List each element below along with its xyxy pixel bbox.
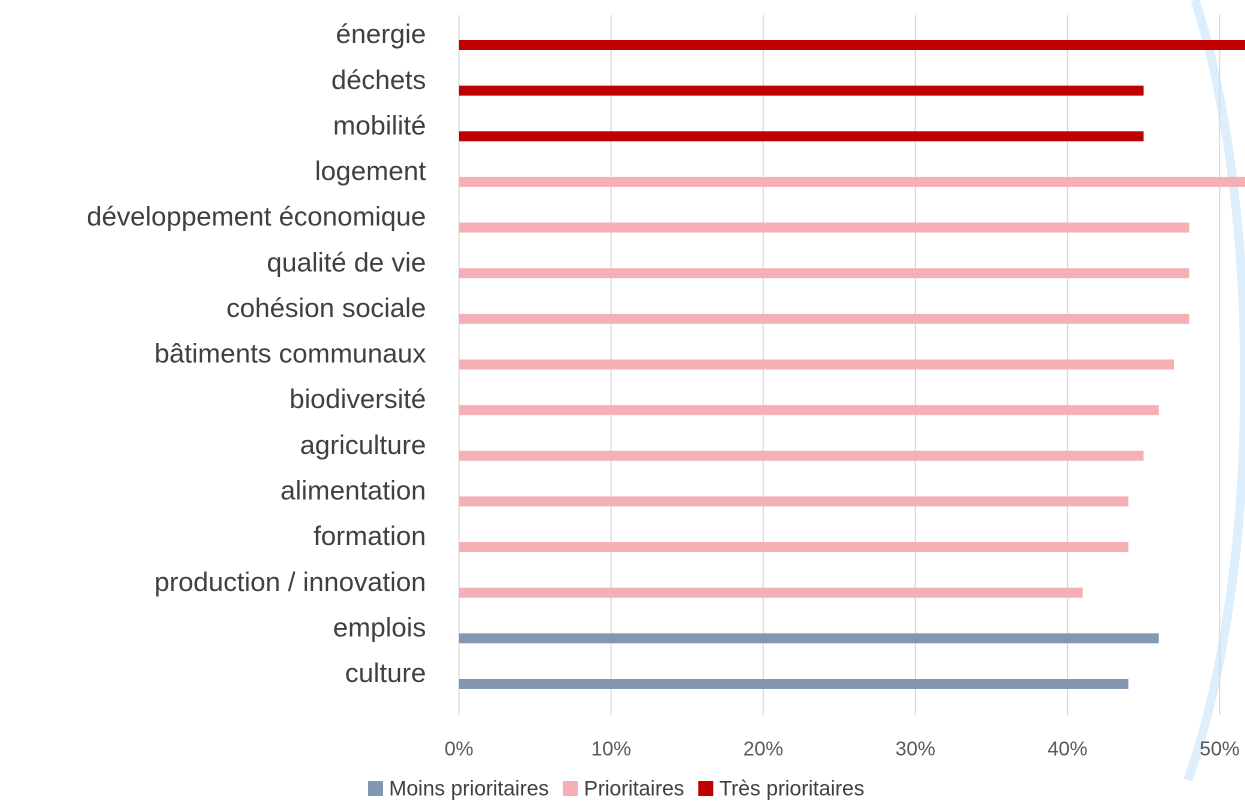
bar: [459, 450, 1144, 461]
legend-swatch: [368, 781, 383, 796]
bar: [459, 222, 1190, 233]
y-tick-label: déchets: [331, 65, 426, 95]
y-tick-label: formation: [313, 521, 426, 551]
y-tick-label: mobilité: [333, 110, 426, 140]
y-tick-label: alimentation: [280, 476, 426, 506]
bar: [459, 85, 1144, 96]
bar: [459, 313, 1190, 324]
y-tick-label: emplois: [333, 612, 426, 642]
y-tick-label: logement: [315, 156, 427, 186]
bar: [459, 359, 1175, 370]
legend-label: Prioritaires: [584, 778, 684, 801]
y-tick-label: culture: [345, 658, 426, 688]
x-tick-label: 30%: [895, 738, 935, 760]
y-tick-label: production / innovation: [154, 567, 426, 597]
bar: [459, 131, 1144, 142]
bar: [459, 268, 1190, 279]
legend-label: Moins prioritaires: [389, 778, 549, 801]
bar: [459, 40, 1245, 50]
x-tick-label: 10%: [591, 738, 631, 760]
y-tick-label: qualité de vie: [267, 247, 426, 277]
decorative-arc: [1183, 0, 1245, 782]
y-tick-label: énergie: [336, 19, 426, 49]
legend-swatch: [562, 781, 578, 796]
y-tick-label: cohésion sociale: [226, 293, 426, 323]
legend-label: Très prioritaires: [719, 778, 864, 801]
bar: [459, 496, 1129, 507]
bar: [459, 678, 1129, 689]
bar: [459, 542, 1129, 553]
y-tick-label: biodiversité: [289, 384, 426, 414]
x-tick-label: 40%: [1048, 738, 1088, 760]
y-tick-label: agriculture: [300, 430, 426, 460]
y-tick-label: bâtiments communaux: [154, 339, 426, 369]
bar: [459, 633, 1159, 644]
legend-swatch: [698, 781, 714, 796]
y-tick-label: développement économique: [87, 202, 426, 232]
x-tick-label: 20%: [743, 738, 783, 760]
bar: [459, 405, 1159, 416]
x-tick-label: 50%: [1200, 738, 1240, 760]
bar: [459, 587, 1083, 598]
x-tick-label: 0%: [445, 738, 474, 760]
bar: [459, 176, 1245, 187]
